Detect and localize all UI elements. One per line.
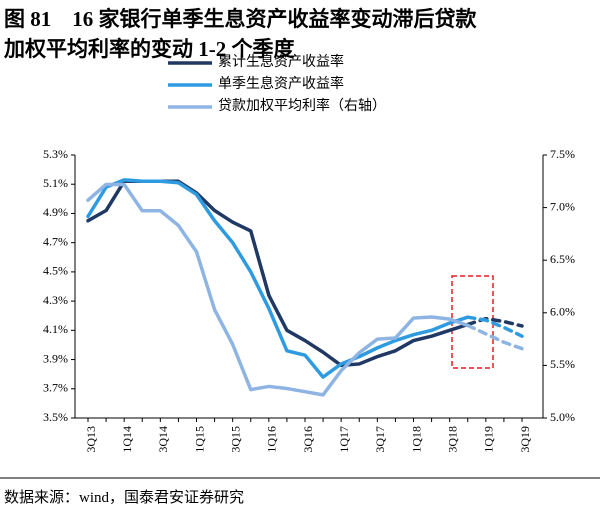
y-tick-label: 3.5% bbox=[43, 410, 68, 424]
legend-label: 单季生息资产收益率 bbox=[218, 75, 344, 92]
x-tick-label: 1Q17 bbox=[337, 426, 351, 453]
y-tick-label: 5.3% bbox=[43, 147, 68, 161]
y2-tick-label: 5.0% bbox=[550, 410, 575, 424]
forecast-line bbox=[466, 315, 524, 338]
x-tick-label: 3Q18 bbox=[445, 426, 459, 453]
x-tick-label: 1Q18 bbox=[409, 426, 423, 453]
y2-tick-label: 6.5% bbox=[550, 252, 575, 266]
series-line bbox=[86, 179, 470, 368]
y-tick-label: 3.9% bbox=[43, 351, 68, 365]
legend-label: 累计生息资产收益率 bbox=[218, 53, 344, 70]
x-tick-label: 1Q16 bbox=[265, 426, 279, 453]
y-tick-label: 4.9% bbox=[43, 205, 68, 219]
forecast-line bbox=[466, 316, 524, 328]
y2-tick-label: 7.0% bbox=[550, 199, 575, 213]
y-tick-label: 5.1% bbox=[43, 176, 68, 190]
y-tick-label: 4.1% bbox=[43, 322, 68, 336]
x-tick-label: 1Q15 bbox=[192, 426, 206, 453]
series-line bbox=[86, 182, 470, 397]
series-line bbox=[86, 178, 470, 379]
source-note: 数据来源：wind，国泰君安证券研究 bbox=[4, 489, 244, 506]
x-tick-label: 3Q16 bbox=[301, 426, 315, 453]
chart-title: 图 81 16 家银行单季生息资产收益率变动滞后贷款 bbox=[4, 7, 477, 31]
y-tick-label: 4.5% bbox=[43, 264, 68, 278]
y-tick-label: 3.7% bbox=[43, 381, 68, 395]
y-tick-label: 4.7% bbox=[43, 234, 68, 248]
y2-tick-label: 7.5% bbox=[550, 147, 575, 161]
x-tick-label: 3Q13 bbox=[84, 426, 98, 453]
x-tick-label: 3Q17 bbox=[373, 426, 387, 453]
chart-title: 加权平均利率的变动 1-2 个季度 bbox=[3, 37, 295, 61]
x-tick-label: 1Q14 bbox=[120, 426, 134, 453]
y2-tick-label: 6.0% bbox=[550, 305, 575, 319]
forecast-line bbox=[466, 323, 524, 351]
x-tick-label: 3Q14 bbox=[156, 426, 170, 453]
x-tick-label: 1Q19 bbox=[482, 426, 496, 453]
y2-tick-label: 5.5% bbox=[550, 357, 575, 371]
x-tick-label: 3Q19 bbox=[518, 426, 532, 453]
x-tick-label: 3Q15 bbox=[228, 426, 242, 453]
y-tick-label: 4.3% bbox=[43, 293, 68, 307]
legend-label: 贷款加权平均利率（右轴） bbox=[218, 97, 386, 114]
